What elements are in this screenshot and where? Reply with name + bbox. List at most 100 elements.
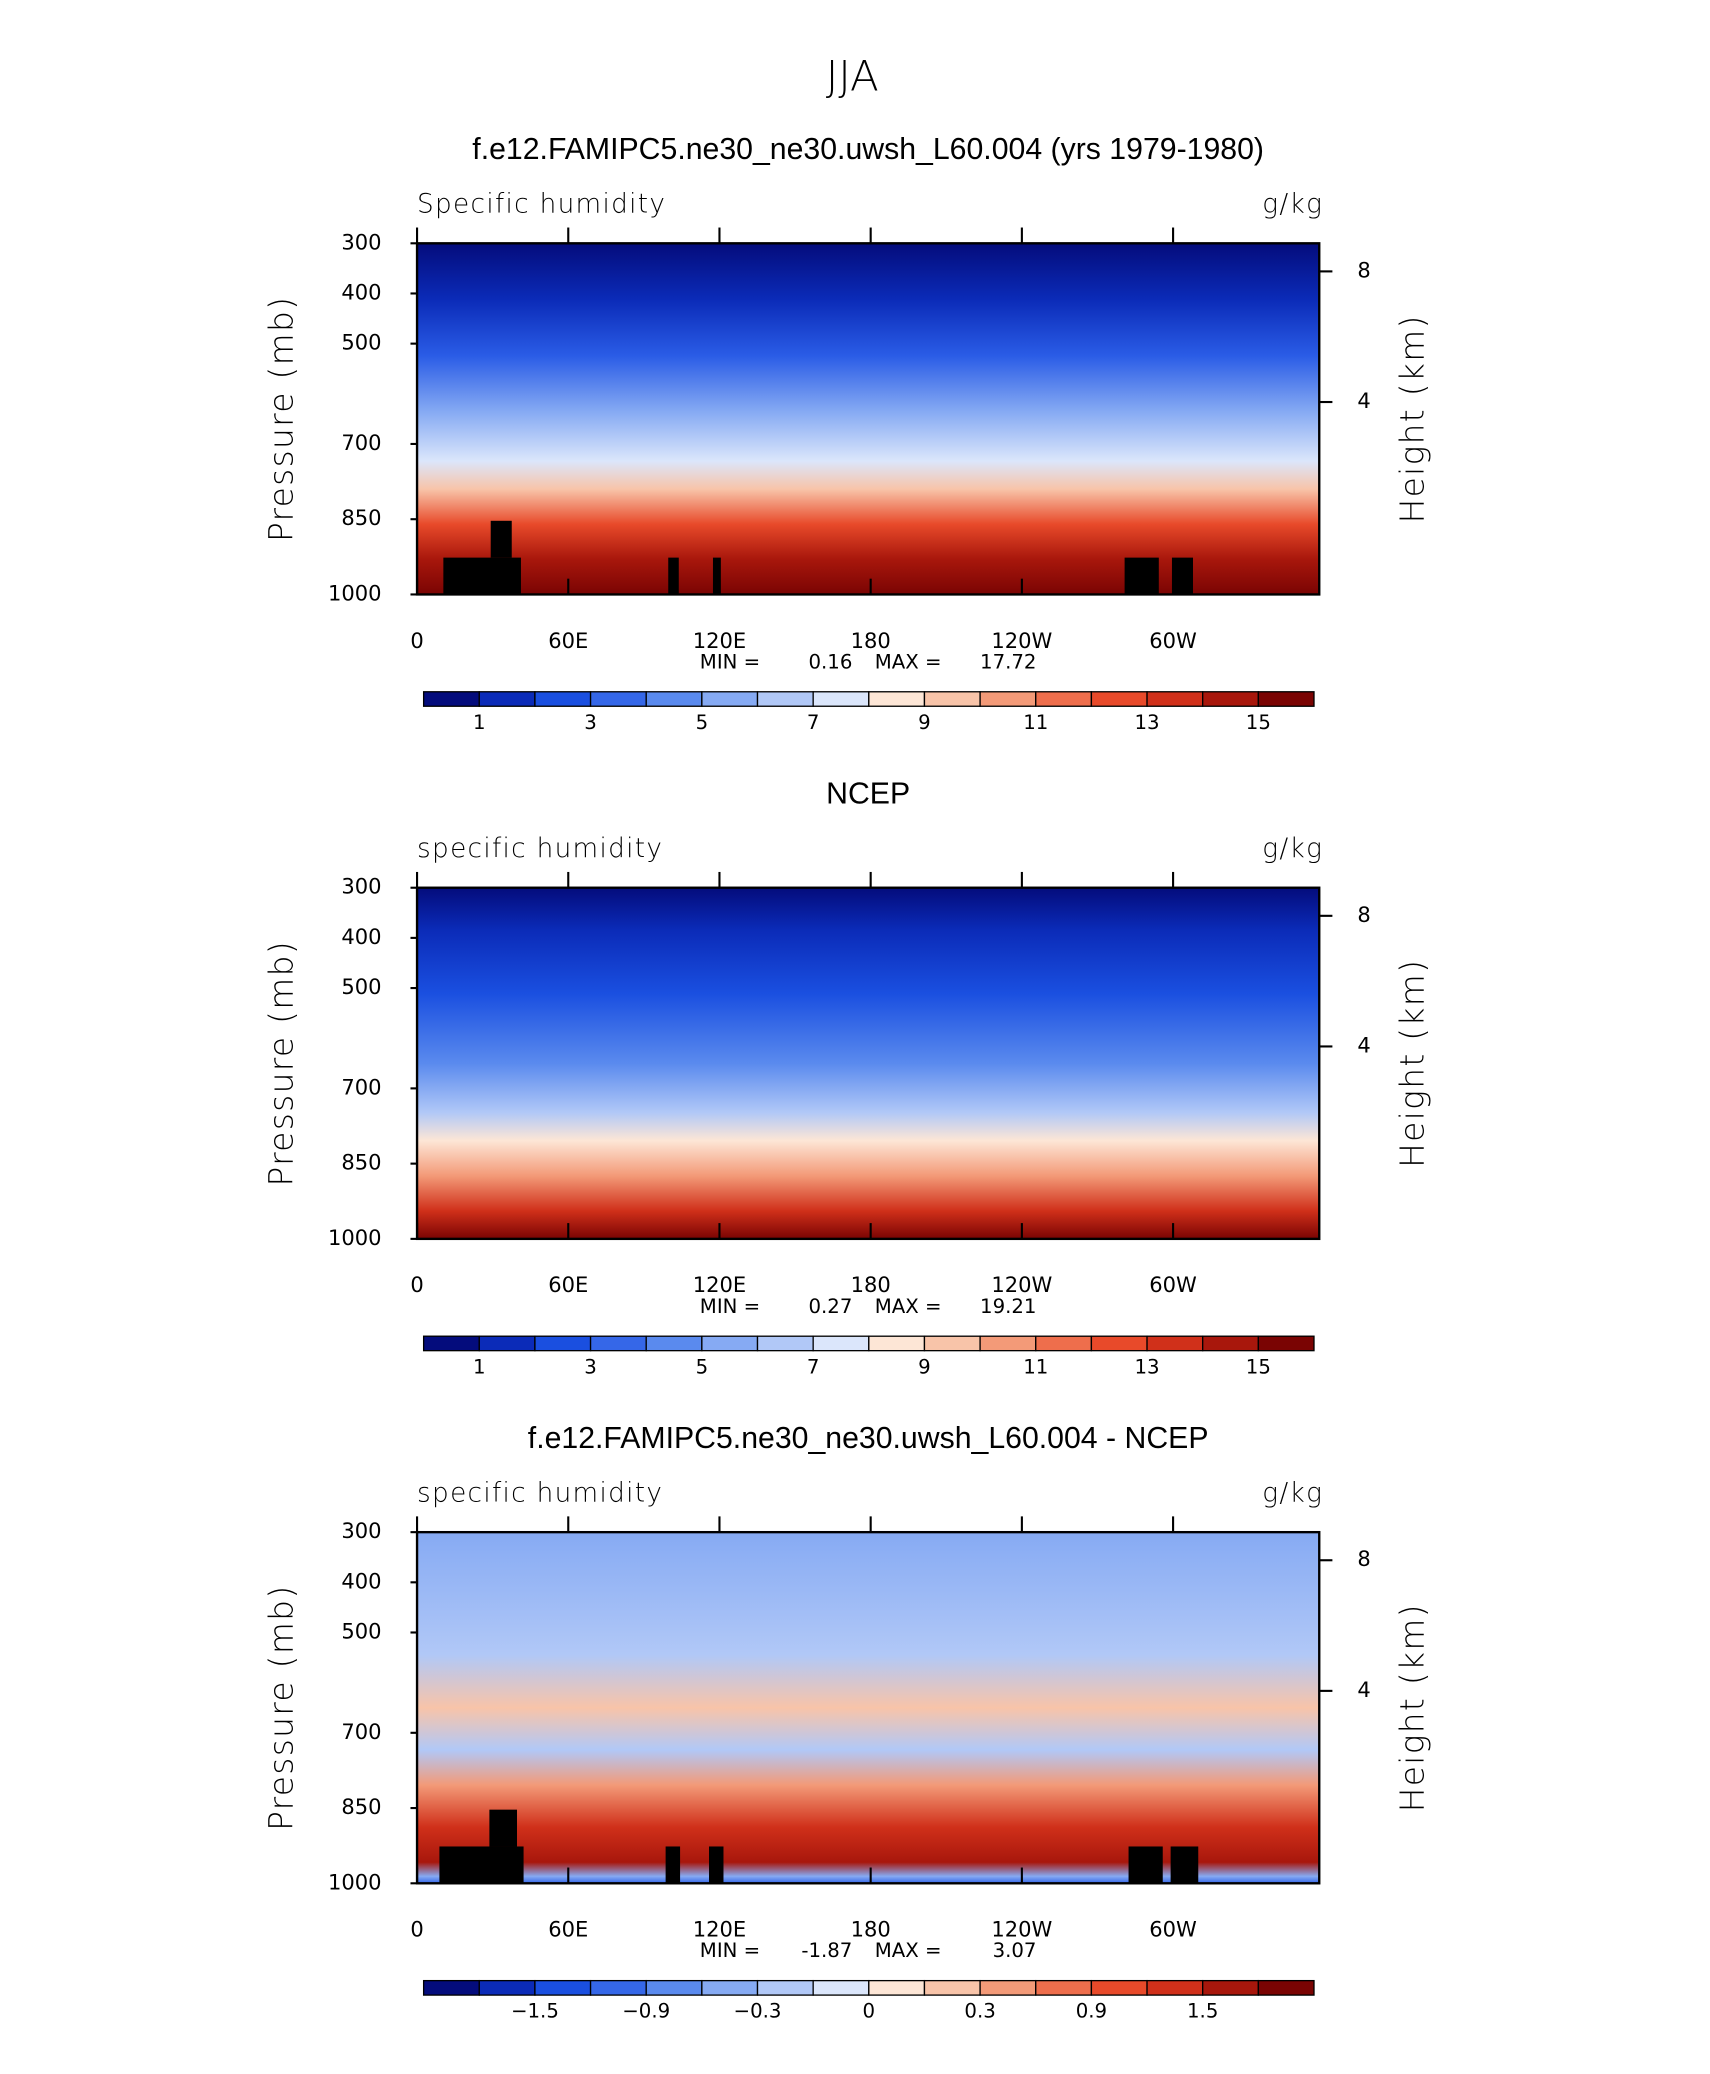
colorbar-box bbox=[422, 1335, 480, 1352]
plot-frame bbox=[415, 886, 1321, 1241]
y-tick-label: 300 bbox=[341, 229, 381, 254]
max-label: MAX = bbox=[875, 650, 942, 673]
y2-tick-label: 8 bbox=[1357, 257, 1370, 282]
y-tick-label: 850 bbox=[341, 1794, 381, 1819]
colorbar-box bbox=[1146, 691, 1204, 707]
colorbar-label: 1 bbox=[473, 1355, 486, 1378]
colorbar-label: 15 bbox=[1246, 1355, 1271, 1378]
suptitle: JJA bbox=[826, 51, 879, 100]
colorbar-label: 0.3 bbox=[964, 2000, 995, 2023]
y-tick-label: 700 bbox=[341, 1074, 381, 1099]
x-tick-label: 0 bbox=[410, 628, 423, 653]
x-tick-label: 60E bbox=[548, 1917, 588, 1942]
colorbar-box bbox=[1146, 1335, 1204, 1352]
colorbar-box bbox=[478, 1335, 536, 1352]
colorbar-box bbox=[1035, 1335, 1093, 1352]
colorbar-label: −0.3 bbox=[734, 2000, 782, 2023]
x-tick-label: 60E bbox=[548, 628, 588, 653]
colorbar-label: 9 bbox=[918, 711, 931, 734]
y-tick-label: 500 bbox=[341, 330, 381, 355]
x-tick-label: 0 bbox=[410, 1272, 423, 1297]
colorbar-box bbox=[979, 1335, 1037, 1352]
y-tick-label: 300 bbox=[341, 1518, 381, 1543]
colorbar-box bbox=[701, 691, 759, 707]
x-tick-label: 0 bbox=[410, 1917, 423, 1942]
colorbar-box bbox=[1202, 691, 1259, 707]
right-label: g/kg bbox=[1262, 190, 1323, 220]
colorbar-box bbox=[422, 691, 480, 707]
left-label: Specific humidity bbox=[417, 190, 666, 220]
y2-tick-label: 4 bbox=[1357, 388, 1370, 413]
colorbar-box bbox=[1257, 1335, 1315, 1352]
colorbar-box bbox=[478, 691, 536, 707]
y-tick-label: 400 bbox=[341, 924, 381, 949]
y2-tick-label: 4 bbox=[1357, 1677, 1370, 1702]
colorbar-box bbox=[812, 1335, 870, 1352]
colorbar-box bbox=[1257, 691, 1315, 707]
colorbar-box bbox=[645, 691, 703, 707]
colorbar-box bbox=[756, 1335, 814, 1352]
colorbar-box bbox=[1257, 1979, 1315, 1996]
colorbar-label: −1.5 bbox=[511, 2000, 559, 2023]
colorbar-box bbox=[756, 1979, 814, 1996]
colorbar-box bbox=[979, 1979, 1037, 1996]
field-1 bbox=[417, 243, 1320, 595]
colorbar-box bbox=[1090, 1979, 1148, 1996]
panel-title: f.e12.FAMIPC5.ne30_ne30.uwsh_L60.004 (yr… bbox=[472, 133, 1264, 166]
colorbar-label: −0.9 bbox=[622, 2000, 670, 2023]
x-tick-label: 120W bbox=[991, 1272, 1052, 1297]
x-tick-label: 120W bbox=[991, 628, 1052, 653]
y2-axis-title: Height (km) bbox=[1392, 1603, 1431, 1812]
x-tick-label: 60W bbox=[1149, 628, 1197, 653]
colorbar-box bbox=[478, 1979, 536, 1996]
y-tick-label: 700 bbox=[341, 1719, 381, 1744]
y-tick-label: 400 bbox=[341, 1568, 381, 1593]
colorbar-box bbox=[1202, 1335, 1259, 1352]
left-label: specific humidity bbox=[417, 1479, 663, 1509]
colorbar-box bbox=[589, 1335, 647, 1352]
colorbar-label: 0 bbox=[863, 2000, 876, 2023]
y-tick-label: 300 bbox=[341, 874, 381, 899]
colorbar-box bbox=[868, 1335, 926, 1352]
x-tick-label: 180 bbox=[851, 628, 891, 653]
x-tick-label: 120W bbox=[991, 1917, 1052, 1942]
colorbar-label: 7 bbox=[807, 1355, 820, 1378]
colorbar-label: 11 bbox=[1023, 711, 1048, 734]
y-tick-label: 700 bbox=[341, 430, 381, 455]
y-axis-title: Pressure (mb) bbox=[261, 940, 300, 1186]
y2-tick-label: 4 bbox=[1357, 1032, 1370, 1057]
colorbar-box bbox=[645, 1979, 703, 1996]
colorbar-box bbox=[534, 691, 592, 707]
colorbar-box bbox=[979, 691, 1037, 707]
colorbar-label: 1.5 bbox=[1187, 2000, 1218, 2023]
colorbar-box bbox=[1146, 1979, 1204, 1996]
plot-frame bbox=[415, 242, 1321, 596]
panel-title: f.e12.FAMIPC5.ne30_ne30.uwsh_L60.004 - N… bbox=[528, 1422, 1209, 1455]
colorbar-box bbox=[1035, 1979, 1093, 1996]
y-tick-label: 1000 bbox=[328, 1225, 382, 1250]
max-label: MAX = bbox=[875, 1295, 942, 1318]
x-tick-label: 120E bbox=[693, 1272, 746, 1297]
y-tick-label: 500 bbox=[341, 1618, 381, 1643]
panel-title: NCEP bbox=[826, 778, 910, 811]
min-value: 0.16 bbox=[808, 650, 852, 673]
y-axis-title: Pressure (mb) bbox=[261, 1585, 300, 1831]
colorbar-box bbox=[1090, 691, 1148, 707]
colorbar-box bbox=[812, 1979, 870, 1996]
colorbar-label: 13 bbox=[1134, 711, 1159, 734]
colorbar-box bbox=[589, 1979, 647, 1996]
colorbar-box bbox=[1035, 691, 1093, 707]
colorbar-label: 7 bbox=[807, 711, 820, 734]
colorbar-box bbox=[422, 1979, 480, 1996]
min-label: MIN = bbox=[700, 650, 760, 673]
colorbar-label: 1 bbox=[473, 711, 486, 734]
y-tick-label: 850 bbox=[341, 505, 381, 530]
colorbar-box bbox=[923, 1335, 981, 1352]
colorbar-label: 13 bbox=[1134, 1355, 1159, 1378]
colorbar-box bbox=[923, 691, 981, 707]
y2-axis-title: Height (km) bbox=[1392, 959, 1431, 1168]
colorbar-box bbox=[701, 1335, 759, 1352]
colorbar-label: 3 bbox=[584, 1355, 597, 1378]
min-value: 0.27 bbox=[808, 1295, 852, 1318]
